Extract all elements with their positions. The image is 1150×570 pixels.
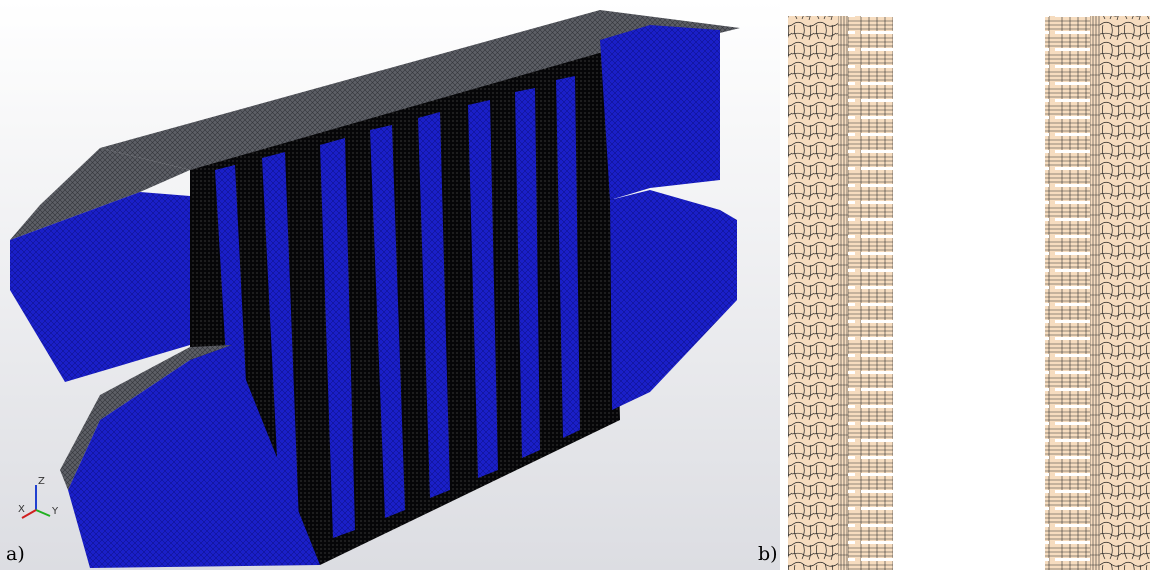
fin-mesh	[1045, 16, 1090, 570]
upper-right-face	[600, 25, 720, 200]
page: Z Y X a) b) (() => { const data = JSON.p…	[0, 0, 1150, 570]
figure: Z Y X a) b)	[0, 0, 1150, 570]
fin-mesh	[848, 16, 893, 570]
porous-layer	[788, 16, 838, 570]
panel-a: Z Y X a)	[0, 0, 780, 570]
axis-z-label: Z	[38, 476, 45, 487]
panel-label: b)	[758, 543, 778, 565]
panel-label: a)	[6, 543, 25, 565]
channel-wall	[1090, 16, 1100, 570]
porous-layer	[1100, 16, 1150, 570]
panel-b: b)	[758, 16, 1150, 570]
axis-x-label: X	[18, 504, 25, 515]
channel-wall	[838, 16, 848, 570]
axis-y-label: Y	[51, 506, 59, 517]
